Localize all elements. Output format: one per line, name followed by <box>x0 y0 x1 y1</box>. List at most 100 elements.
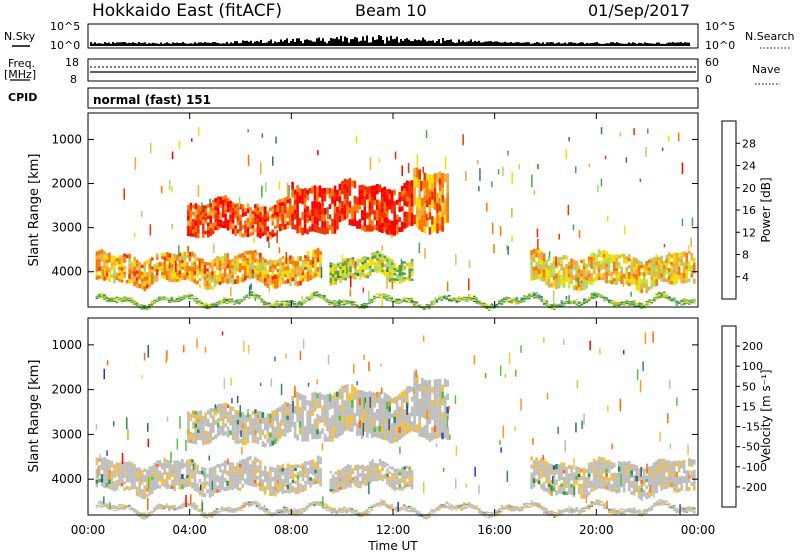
vel-cell <box>289 468 292 472</box>
power-cell <box>408 181 411 187</box>
power-cell <box>194 214 198 221</box>
power-scatter <box>491 222 494 235</box>
vel-cell <box>155 482 159 486</box>
power-cell <box>115 257 119 262</box>
power-cell <box>603 296 606 298</box>
power-cell <box>583 302 586 304</box>
power-cell <box>383 296 386 298</box>
power-cell <box>475 301 479 303</box>
power-cell <box>115 298 119 300</box>
power-cell <box>645 261 648 266</box>
power-cell <box>269 207 272 212</box>
power-scatter <box>506 245 508 251</box>
vel-cell <box>228 466 232 472</box>
noise-bar <box>618 43 620 46</box>
power-cell <box>209 219 213 224</box>
power-cell <box>393 229 396 236</box>
power-cell <box>622 258 626 264</box>
power-cell <box>543 301 546 303</box>
noise-bar <box>116 42 118 46</box>
power-cell <box>557 256 561 262</box>
power-cell <box>535 296 539 298</box>
power-cell <box>261 274 265 279</box>
power-cell <box>196 272 199 277</box>
power-cell <box>398 280 402 284</box>
power-cell <box>575 286 578 291</box>
vel-cell <box>115 472 119 477</box>
vel-cell <box>269 491 272 497</box>
power-cell <box>530 270 533 276</box>
vel-cell <box>405 481 409 485</box>
power-cell <box>658 293 661 295</box>
power-cell <box>672 274 676 280</box>
power-scatter <box>688 245 690 250</box>
noise-bar <box>316 38 318 46</box>
power-cell <box>600 260 603 264</box>
power-cell <box>331 218 334 227</box>
power-cell <box>665 254 668 259</box>
power-cell <box>523 295 526 297</box>
power-cell <box>145 280 149 285</box>
power-cell <box>617 255 621 259</box>
power-cell <box>244 220 247 225</box>
power-cell <box>248 275 252 280</box>
power-cell <box>410 301 414 303</box>
noise-bar <box>678 42 680 46</box>
noise-bar <box>114 43 116 46</box>
power-cell <box>248 295 251 297</box>
vel-cell <box>316 469 320 475</box>
power-cell <box>597 253 601 257</box>
power-cell <box>183 295 186 297</box>
power-cell <box>296 212 299 220</box>
power-cell <box>605 255 608 260</box>
power-cell <box>405 180 409 186</box>
power-cell <box>528 297 531 299</box>
power-cell <box>213 270 217 275</box>
vel-cell <box>189 431 193 436</box>
power-cell <box>298 217 302 226</box>
power-cell <box>685 302 689 304</box>
power-cell <box>194 220 198 227</box>
vel-cell <box>329 486 333 489</box>
noise-bar <box>530 43 532 46</box>
power-cell <box>168 253 172 258</box>
power-cell <box>508 297 511 299</box>
power-cell <box>215 302 219 303</box>
power-cell <box>219 223 222 228</box>
vel-cell <box>204 439 208 445</box>
vel-cell <box>125 475 129 480</box>
power-cell <box>680 300 684 301</box>
power-cell <box>140 278 144 283</box>
power-cell <box>620 271 623 276</box>
power-cell <box>530 295 534 297</box>
power-cell <box>515 303 519 305</box>
vel-cell <box>135 486 139 492</box>
power-cell <box>633 303 636 305</box>
power-cell <box>192 204 195 209</box>
power-cell <box>250 291 254 293</box>
power-cell <box>475 300 479 302</box>
power-cell <box>345 301 349 303</box>
vel-cell <box>388 484 392 487</box>
vel-cell <box>391 486 394 490</box>
power-cell <box>286 261 290 267</box>
vel-cell <box>187 424 190 430</box>
power-cell <box>597 264 601 269</box>
power-cell <box>125 296 129 298</box>
vel-cell <box>299 474 302 478</box>
power-cell <box>668 298 671 300</box>
power-cell <box>568 302 571 303</box>
power-cell <box>391 259 394 263</box>
power-cell <box>319 262 322 267</box>
power-cell <box>336 273 340 276</box>
power-cell <box>338 196 342 203</box>
power-cell <box>259 252 262 258</box>
power-cell <box>395 297 399 299</box>
noise-bar <box>230 42 232 46</box>
power-cell <box>410 300 414 302</box>
vel-cell <box>158 485 162 489</box>
power-cell <box>178 270 182 275</box>
power-cell <box>410 299 414 301</box>
power-cell <box>209 223 213 228</box>
power-cell <box>505 298 509 300</box>
